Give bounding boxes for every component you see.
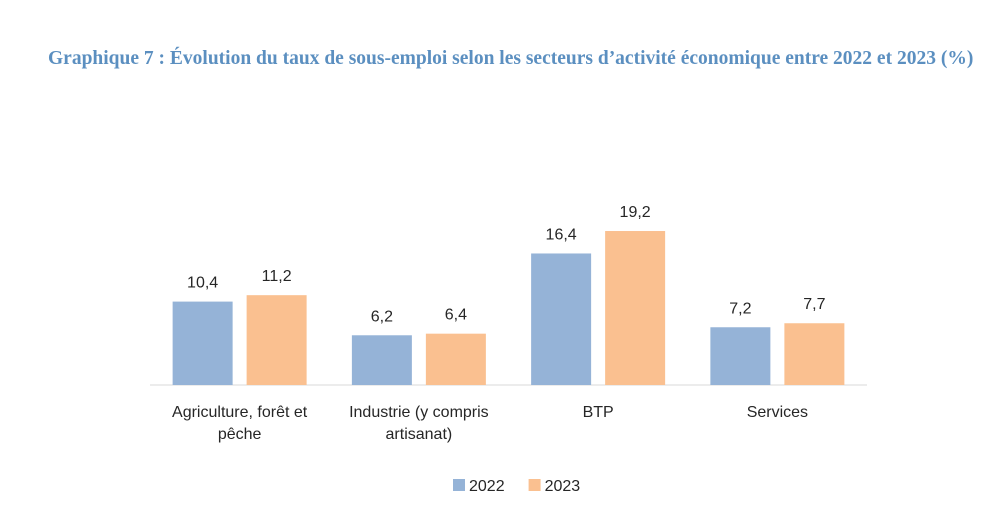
- value-label: 7,2: [729, 300, 751, 317]
- chart-title: Graphique 7 : Évolution du taux de sous-…: [48, 48, 974, 69]
- x-tick-label: Services: [746, 404, 809, 421]
- value-label: 19,2: [620, 204, 651, 221]
- value-label: 11,2: [262, 268, 292, 285]
- x-tick-label: Industrie (y compris artisanat): [349, 404, 489, 443]
- value-label: 16,4: [546, 226, 577, 243]
- bar: [784, 323, 845, 385]
- legend-swatch: [528, 479, 541, 491]
- bar: [172, 301, 233, 385]
- value-label: 7,7: [803, 296, 825, 313]
- legend-label: 2023: [545, 478, 581, 495]
- value-label: 6,4: [445, 307, 467, 324]
- bar: [710, 327, 771, 385]
- legend-label: 2022: [469, 478, 505, 495]
- bar: [351, 335, 412, 385]
- bar: [425, 333, 486, 385]
- value-label: 6,2: [371, 308, 393, 325]
- value-label: 10,4: [187, 275, 218, 292]
- x-tick-label: Agriculture, forêt et pêche: [172, 404, 308, 443]
- legend-swatch: [453, 479, 465, 491]
- bar: [246, 295, 307, 385]
- bar: [605, 231, 666, 385]
- bar: [531, 253, 592, 385]
- x-tick-label: BTP: [582, 404, 614, 421]
